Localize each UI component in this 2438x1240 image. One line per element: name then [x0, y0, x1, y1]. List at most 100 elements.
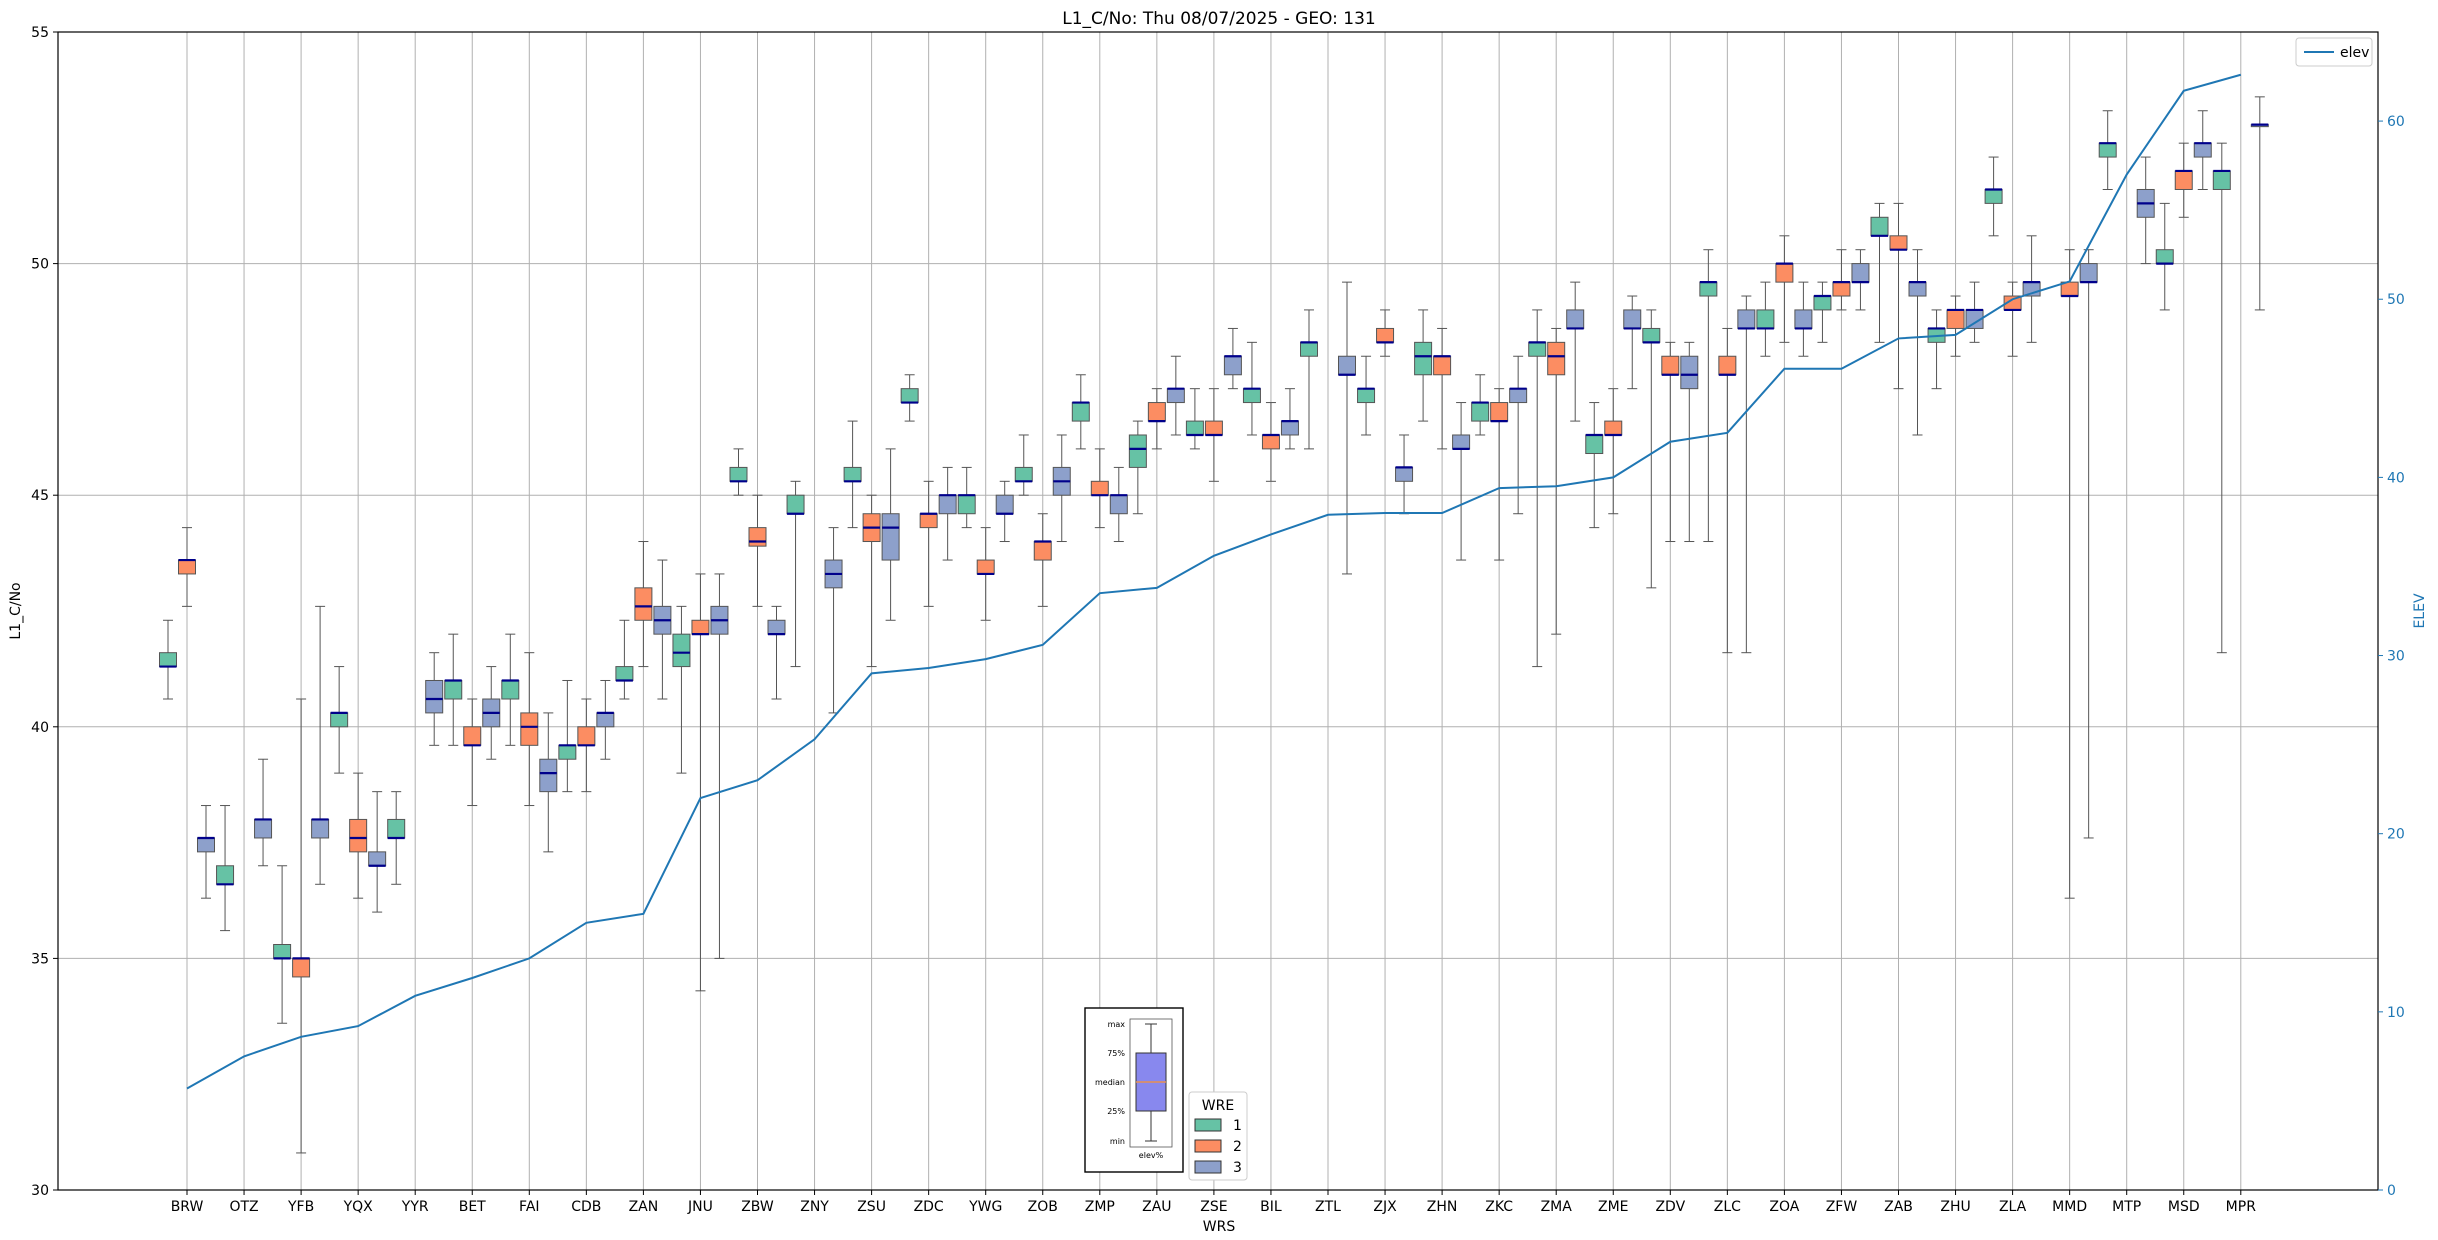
y2-tick-label-50: 50: [2387, 292, 2405, 308]
box-body: [1680, 355, 1699, 390]
box-body: [786, 494, 805, 515]
chart-title: L1_C/No: Thu 08/07/2025 - GEO: 131: [1062, 9, 1375, 29]
box-body: [1737, 309, 1756, 329]
box-zob-wre2: [1033, 513, 1052, 607]
box-body: [634, 587, 653, 621]
wre-legend-swatch-1: [1194, 1118, 1222, 1132]
box-body: [938, 494, 957, 515]
box-body: [1604, 420, 1623, 436]
box-zjx-wre2: [1376, 309, 1395, 357]
box-body: [1223, 355, 1242, 376]
elev-legend-label: elev: [2340, 45, 2369, 61]
box-body: [349, 818, 368, 853]
x-tick-label-ywg: YWG: [968, 1199, 1002, 1215]
box-fai-wre3: [539, 712, 558, 853]
box-body: [2079, 263, 2098, 283]
box-body: [1280, 420, 1299, 436]
box-msd-wre1: [2155, 202, 2174, 311]
box-zsu-wre1: [843, 420, 862, 529]
box-zlc-wre1: [1699, 249, 1718, 543]
box-body: [1775, 263, 1794, 283]
y2-tick-label-40: 40: [2387, 470, 2405, 486]
x-tick-label-yqx: YQX: [343, 1199, 374, 1215]
box-body: [1261, 434, 1280, 450]
box-zoa-wre2: [1775, 235, 1794, 343]
box-body: [539, 758, 558, 793]
x-tick-label-yyr: YYR: [401, 1199, 429, 1215]
x-tick-label-zjx: ZJX: [1373, 1199, 1397, 1215]
x-tick-label-zny: ZNY: [800, 1199, 829, 1215]
box-body: [1642, 327, 1661, 343]
x-tick-label-ztl: ZTL: [1315, 1199, 1341, 1215]
box-jnu-wre3: [710, 573, 729, 959]
box-body: [957, 494, 976, 515]
x-tick-label-mtp: MTP: [2112, 1199, 2141, 1215]
box-body: [1166, 388, 1185, 404]
box-zab-wre3: [1908, 249, 1927, 436]
box-zoa-wre1: [1756, 281, 1775, 357]
x-tick-label-zsu: ZSU: [857, 1199, 886, 1215]
box-zla-wre1: [1984, 156, 2003, 237]
x-tick-label-mmd: MMD: [2052, 1199, 2087, 1215]
box-plots: [159, 96, 2269, 1154]
x-tick-label-zmp: ZMP: [1085, 1199, 1115, 1215]
box-bil-wre2: [1261, 402, 1280, 482]
box-body: [216, 865, 235, 885]
wre-legend-label-1: 1: [1233, 1118, 1242, 1134]
box-body: [1794, 309, 1813, 329]
box-zhn-wre1: [1414, 309, 1433, 422]
box-otz-wre1: [216, 805, 235, 932]
box-zob-wre1: [1014, 434, 1033, 496]
box-body: [1071, 402, 1090, 422]
box-msd-wre3: [2193, 110, 2212, 190]
box-zab-wre2: [1889, 202, 1908, 390]
x-tick-label-fai: FAI: [519, 1199, 539, 1215]
box-body: [1870, 216, 1889, 237]
box-zan-wre3: [653, 559, 672, 700]
box-mmd-wre2: [2060, 249, 2079, 899]
x-tick-label-zhn: ZHN: [1427, 1199, 1458, 1215]
box-yqx-wre2: [349, 772, 368, 899]
box-mmd-wre3: [2079, 249, 2098, 839]
box-key-min-label: min: [1110, 1137, 1125, 1146]
box-body: [254, 818, 273, 839]
box-zjx-wre1: [1357, 355, 1376, 436]
box-yfb-wre3: [311, 605, 330, 885]
box-mtp-wre3: [2136, 156, 2155, 265]
box-body: [919, 513, 938, 529]
box-body: [444, 679, 463, 700]
box-body: [368, 851, 387, 867]
box-mpr-wre3: [2250, 96, 2269, 311]
x-tick-label-zoa: ZOA: [1769, 1199, 1799, 1215]
box-zbw-wre1: [729, 448, 748, 496]
box-bet-wre3: [482, 666, 501, 760]
x-tick-label-zlc: ZLC: [1714, 1199, 1741, 1215]
box-zab-wre1: [1870, 202, 1889, 343]
x-tick-label-zme: ZME: [1598, 1199, 1629, 1215]
box-zdv-wre3: [1680, 341, 1699, 543]
box-zme-wre2: [1604, 388, 1623, 515]
box-body: [1185, 420, 1204, 436]
box-fai-wre1: [501, 633, 520, 746]
box-brw-wre1: [159, 619, 177, 700]
box-body: [596, 712, 615, 728]
box-body: [311, 818, 330, 839]
box-zan-wre2: [634, 541, 653, 668]
wre-legend: WRE 1 2 3: [1188, 1091, 1248, 1181]
x-tick-label-zse: ZSE: [1200, 1199, 1227, 1215]
box-body: [900, 388, 919, 404]
box-body: [615, 666, 634, 681]
box-cdb-wre3: [596, 679, 615, 760]
box-body: [1357, 388, 1376, 404]
x-tick-label-zfw: ZFW: [1826, 1199, 1858, 1215]
box-mpr-wre1: [2212, 142, 2231, 654]
box-zdc-wre2: [919, 480, 938, 607]
box-body: [1128, 434, 1147, 468]
x-tick-label-zma: ZMA: [1541, 1199, 1573, 1215]
box-yqx-wre3: [368, 791, 387, 913]
box-body: [1414, 341, 1433, 376]
box-body: [1433, 355, 1452, 376]
box-zkc-wre1: [1471, 374, 1490, 436]
box-body: [1528, 341, 1547, 357]
box-bet-wre2: [463, 698, 482, 807]
